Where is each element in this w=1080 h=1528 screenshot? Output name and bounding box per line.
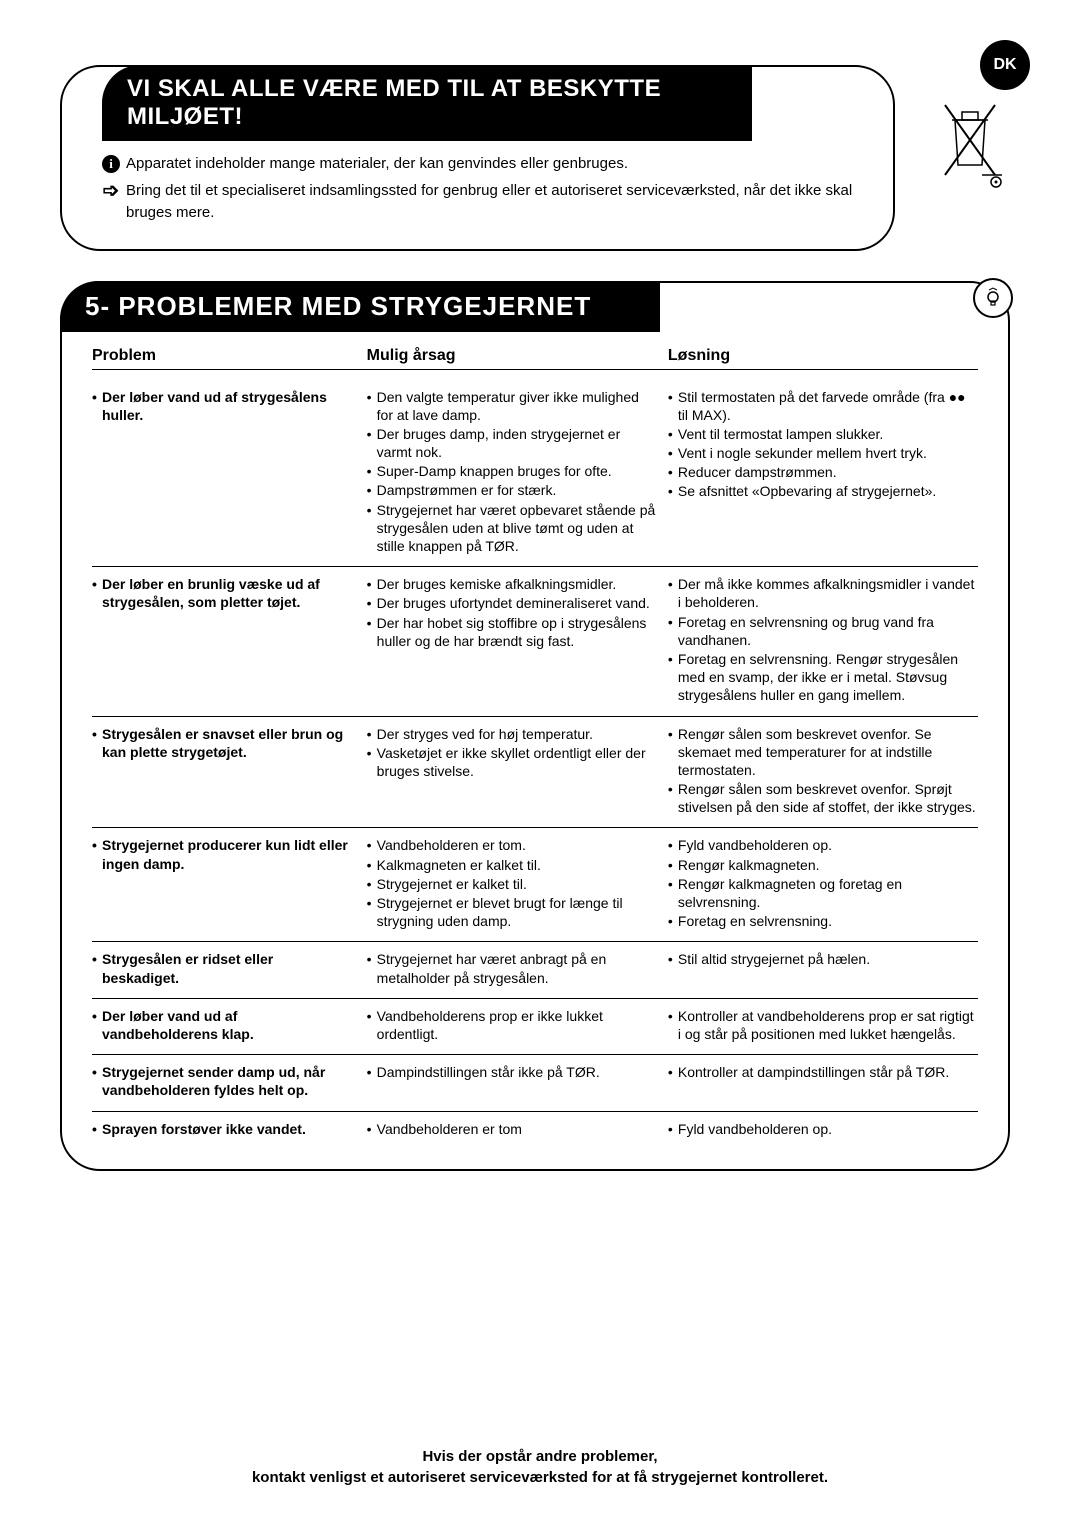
cause-cell: Vandbeholderen er tom.Kalkmagneten er ka… bbox=[367, 836, 668, 931]
solution-cell: Fyld vandbeholderen op.Rengør kalkmagnet… bbox=[668, 836, 978, 931]
table-row: Strygesålen er ridset eller beskadiget.S… bbox=[92, 942, 978, 998]
footer-line-1: Hvis der opstår andre problemer, bbox=[50, 1446, 1030, 1467]
cause-cell: Den valgte temperatur giver ikke mulighe… bbox=[367, 388, 668, 557]
environment-title: VI SKAL ALLE VÆRE MED TIL AT BESKYTTE MI… bbox=[102, 65, 752, 141]
cause-cell: Strygejernet har været anbragt på en met… bbox=[367, 950, 668, 987]
table-row: Sprayen forstøver ikke vandet.Vandbehold… bbox=[92, 1112, 978, 1149]
arrow-icon: ➩ bbox=[102, 182, 120, 200]
header-solution: Løsning bbox=[668, 347, 978, 365]
problem-cell: Strygejernet producerer kun lidt eller i… bbox=[92, 836, 367, 931]
solution-cell: Stil altid strygejernet på hælen. bbox=[668, 950, 978, 987]
problems-title: 5- PROBLEMER MED STRYGEJERNET bbox=[60, 281, 660, 332]
cause-cell: Der stryges ved for høj temperatur.Vaske… bbox=[367, 725, 668, 818]
solution-cell: Der må ikke kommes afkalkningsmidler i v… bbox=[668, 575, 978, 705]
environment-line-1: Apparatet indeholder mange materialer, d… bbox=[126, 153, 628, 176]
table-row: Strygesålen er snavset eller brun og kan… bbox=[92, 717, 978, 829]
table-body: Der løber vand ud af strygesålens huller… bbox=[92, 380, 978, 1149]
problem-cell: Strygesålen er ridset eller beskadiget. bbox=[92, 950, 367, 987]
environment-line-2: Bring det til et specialiseret indsamlin… bbox=[126, 180, 863, 225]
environment-section: VI SKAL ALLE VÆRE MED TIL AT BESKYTTE MI… bbox=[60, 65, 895, 251]
problem-cell: Strygesålen er snavset eller brun og kan… bbox=[92, 725, 367, 818]
language-badge: DK bbox=[980, 40, 1030, 90]
cause-cell: Vandbeholderen er tom bbox=[367, 1120, 668, 1139]
problem-cell: Sprayen forstøver ikke vandet. bbox=[92, 1120, 367, 1139]
cause-cell: Dampindstillingen står ikke på TØR. bbox=[367, 1063, 668, 1100]
header-problem: Problem bbox=[92, 347, 367, 365]
table-row: Strygejernet sender damp ud, når vandbeh… bbox=[92, 1055, 978, 1111]
table-row: Strygejernet producerer kun lidt eller i… bbox=[92, 828, 978, 942]
cause-cell: Vandbeholderens prop er ikke lukket orde… bbox=[367, 1007, 668, 1044]
lightbulb-icon bbox=[973, 278, 1013, 318]
recycle-bin-icon bbox=[940, 100, 1010, 200]
cause-cell: Der bruges kemiske afkalkningsmidler.Der… bbox=[367, 575, 668, 705]
problem-cell: Der løber vand ud af vandbeholderens kla… bbox=[92, 1007, 367, 1044]
environment-body: i Apparatet indeholder mange materialer,… bbox=[62, 153, 893, 225]
solution-cell: Stil termostaten på det farvede område (… bbox=[668, 388, 978, 557]
table-row: Der løber vand ud af strygesålens huller… bbox=[92, 380, 978, 568]
troubleshooting-table: Problem Mulig årsag Løsning Der løber va… bbox=[62, 332, 1008, 1149]
table-header-row: Problem Mulig årsag Løsning bbox=[92, 347, 978, 370]
header-cause: Mulig årsag bbox=[367, 347, 668, 365]
problem-cell: Der løber en brunlig væske ud af stryges… bbox=[92, 575, 367, 705]
solution-cell: Kontroller at dampindstillingen står på … bbox=[668, 1063, 978, 1100]
solution-cell: Fyld vandbeholderen op. bbox=[668, 1120, 978, 1139]
info-icon: i bbox=[102, 155, 120, 173]
table-row: Der løber en brunlig væske ud af stryges… bbox=[92, 567, 978, 716]
table-row: Der løber vand ud af vandbeholderens kla… bbox=[92, 999, 978, 1055]
footer-note: Hvis der opstår andre problemer, kontakt… bbox=[50, 1446, 1030, 1488]
problem-cell: Strygejernet sender damp ud, når vandbeh… bbox=[92, 1063, 367, 1100]
problem-cell: Der løber vand ud af strygesålens huller… bbox=[92, 388, 367, 557]
solution-cell: Rengør sålen som beskrevet ovenfor. Se s… bbox=[668, 725, 978, 818]
footer-line-2: kontakt venligst et autoriseret servicev… bbox=[50, 1467, 1030, 1488]
solution-cell: Kontroller at vandbeholderens prop er sa… bbox=[668, 1007, 978, 1044]
problems-section: 5- PROBLEMER MED STRYGEJERNET Problem Mu… bbox=[60, 281, 1010, 1171]
